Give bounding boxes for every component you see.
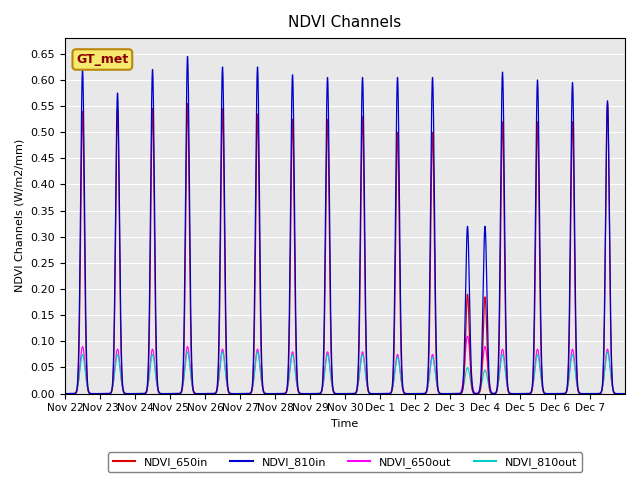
NDVI_650in: [492, 391, 499, 396]
NDVI_650in: [621, 391, 629, 396]
Line: NDVI_650in: NDVI_650in: [65, 104, 625, 394]
NDVI_810in: [475, 389, 483, 395]
NDVI_650out: [424, 386, 431, 392]
NDVI_650in: [604, 101, 611, 107]
NDVI_650out: [61, 391, 69, 396]
NDVI_810out: [500, 354, 508, 360]
NDVI_650out: [463, 333, 471, 339]
NDVI_650in: [424, 387, 431, 393]
NDVI_650in: [500, 156, 508, 162]
NDVI_650in: [157, 391, 165, 396]
Line: NDVI_810in: NDVI_810in: [65, 57, 625, 394]
NDVI_810out: [604, 349, 611, 355]
Text: GT_met: GT_met: [76, 53, 129, 66]
NDVI_810in: [621, 391, 629, 396]
NDVI_650out: [157, 391, 165, 396]
NDVI_650out: [621, 391, 629, 396]
NDVI_810in: [492, 390, 499, 396]
Line: NDVI_810out: NDVI_810out: [65, 352, 625, 394]
NDVI_810out: [621, 391, 629, 396]
NDVI_810in: [435, 388, 442, 394]
NDVI_810out: [424, 387, 431, 393]
NDVI_650out: [435, 388, 442, 394]
NDVI_810in: [424, 382, 431, 388]
NDVI_810out: [435, 388, 442, 394]
NDVI_810out: [492, 390, 499, 396]
NDVI_650in: [61, 391, 69, 396]
NDVI_810in: [61, 391, 69, 396]
NDVI_650out: [492, 390, 499, 396]
NDVI_810out: [61, 391, 69, 396]
Y-axis label: NDVI Channels (W/m2/mm): NDVI Channels (W/m2/mm): [15, 139, 25, 292]
NDVI_650in: [435, 389, 442, 395]
NDVI_810in: [157, 391, 165, 396]
NDVI_810out: [475, 390, 483, 396]
Line: NDVI_650out: NDVI_650out: [65, 336, 625, 394]
NDVI_650out: [500, 350, 508, 356]
Title: NDVI Channels: NDVI Channels: [289, 15, 402, 30]
NDVI_650out: [475, 388, 483, 394]
NDVI_810in: [500, 120, 508, 126]
NDVI_810in: [184, 54, 191, 60]
NDVI_810out: [157, 391, 165, 396]
NDVI_650in: [475, 390, 483, 396]
Legend: NDVI_650in, NDVI_810in, NDVI_650out, NDVI_810out: NDVI_650in, NDVI_810in, NDVI_650out, NDV…: [108, 453, 582, 472]
X-axis label: Time: Time: [332, 419, 358, 429]
